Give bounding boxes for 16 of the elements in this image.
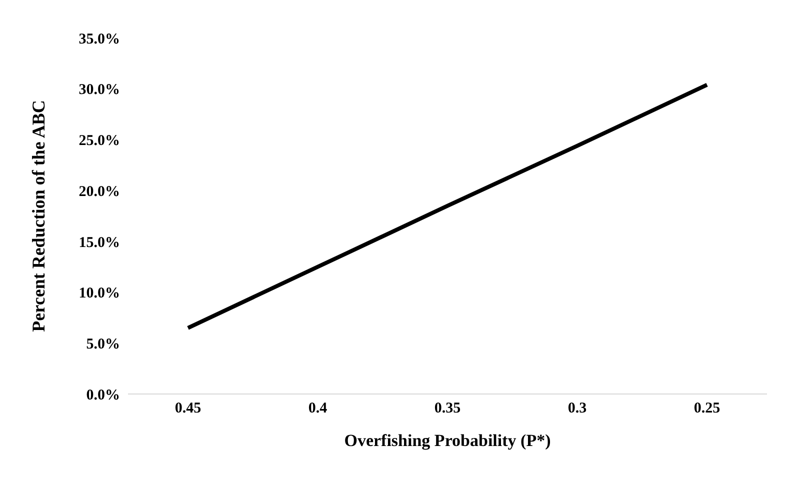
y-tick-label: 25.0% (78, 133, 120, 150)
y-tick-label: 15.0% (78, 234, 120, 251)
line-series (186, 82, 709, 330)
y-tick-label: 10.0% (78, 286, 120, 302)
x-tick-label: 0.35 (434, 400, 461, 417)
y-tick-label: 35.0% (78, 31, 120, 48)
y-axis-title: Percent Reduction of the ABC (28, 100, 48, 332)
y-tick-label: 20.0% (78, 184, 120, 200)
y-tick-label: 5.0% (86, 336, 120, 352)
y-tick-label: 30.0% (78, 82, 120, 98)
x-axis-title: Overfishing Probability (P*) (344, 431, 551, 450)
x-tick-label: 0.25 (694, 400, 720, 417)
x-tick-label: 0.4 (308, 400, 328, 417)
x-tick-label: 0.3 (568, 400, 587, 417)
y-tick-label: 0.0% (86, 387, 120, 404)
x-tick-label: 0.45 (174, 400, 202, 417)
